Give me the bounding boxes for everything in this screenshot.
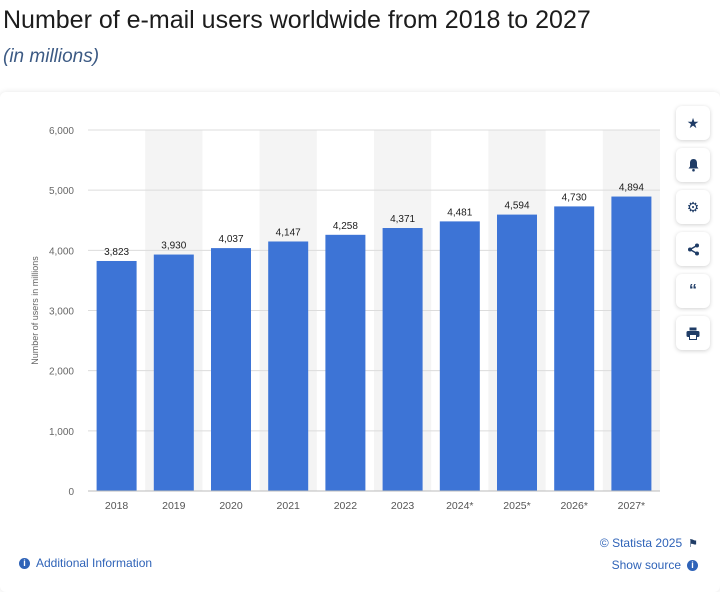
- data-label: 4,730: [562, 192, 587, 203]
- data-label: 4,371: [390, 214, 415, 225]
- info-icon: i: [19, 557, 30, 569]
- bar: [554, 206, 595, 491]
- bar: [96, 260, 137, 491]
- copyright-text: © Statista 2025: [599, 536, 683, 550]
- bar: [382, 228, 423, 491]
- data-label: 4,258: [333, 221, 358, 232]
- x-tick-label: 2027*: [618, 500, 645, 512]
- data-label: 4,037: [218, 234, 243, 245]
- x-tick-label: 2022: [334, 500, 358, 512]
- info-icon: i: [687, 559, 698, 571]
- print-icon[interactable]: [676, 316, 710, 350]
- gear-icon[interactable]: ⚙: [676, 190, 710, 224]
- show-source-link[interactable]: Show source i: [612, 558, 698, 572]
- x-tick-label: 2019: [162, 500, 186, 512]
- x-tick-label: 2026*: [560, 500, 587, 512]
- data-label: 3,823: [104, 247, 129, 258]
- bar: [439, 221, 480, 491]
- bar: [153, 254, 194, 491]
- data-label: 3,930: [161, 241, 186, 252]
- star-icon[interactable]: ★: [676, 106, 710, 140]
- quote-icon[interactable]: “: [676, 274, 710, 308]
- data-label: 4,147: [276, 227, 301, 238]
- y-axis-label: Number of users in millions: [30, 256, 40, 365]
- y-tick-label: 1,000: [49, 427, 74, 438]
- flag-icon: ⚑: [688, 537, 698, 550]
- y-tick-label: 0: [68, 487, 74, 498]
- x-tick-label: 2020: [219, 500, 243, 512]
- bar: [211, 248, 251, 491]
- y-tick-label: 3,000: [49, 307, 74, 318]
- bell-icon[interactable]: [676, 148, 710, 182]
- x-tick-label: 2024*: [446, 500, 473, 512]
- x-tick-label: 2025*: [503, 500, 530, 512]
- chart-toolbar: ★ ⚙ “: [676, 106, 712, 358]
- statista-copyright: © Statista 2025 ⚑: [600, 536, 698, 550]
- additional-information-link[interactable]: i Additional Information: [19, 556, 152, 570]
- y-tick-label: 6,000: [49, 126, 74, 137]
- x-tick-label: 2023: [391, 500, 415, 512]
- share-icon[interactable]: [676, 232, 710, 266]
- chart-title: Number of e-mail users worldwide from 20…: [3, 6, 591, 34]
- y-tick-label: 2,000: [49, 367, 74, 378]
- bar: [611, 196, 652, 492]
- bar: [268, 241, 309, 491]
- bar: [325, 234, 366, 491]
- show-source-label: Show source: [611, 558, 681, 572]
- data-label: 4,594: [504, 201, 529, 212]
- bar: [497, 214, 537, 491]
- chart-subtitle: (in millions): [3, 46, 100, 67]
- additional-information-label: Additional Information: [36, 556, 153, 570]
- data-label: 4,481: [447, 207, 472, 218]
- y-tick-label: 5,000: [49, 186, 74, 197]
- x-tick-label: 2021: [277, 500, 301, 512]
- x-tick-label: 2018: [105, 500, 129, 512]
- data-label: 4,894: [619, 183, 644, 194]
- y-tick-label: 4,000: [49, 246, 74, 257]
